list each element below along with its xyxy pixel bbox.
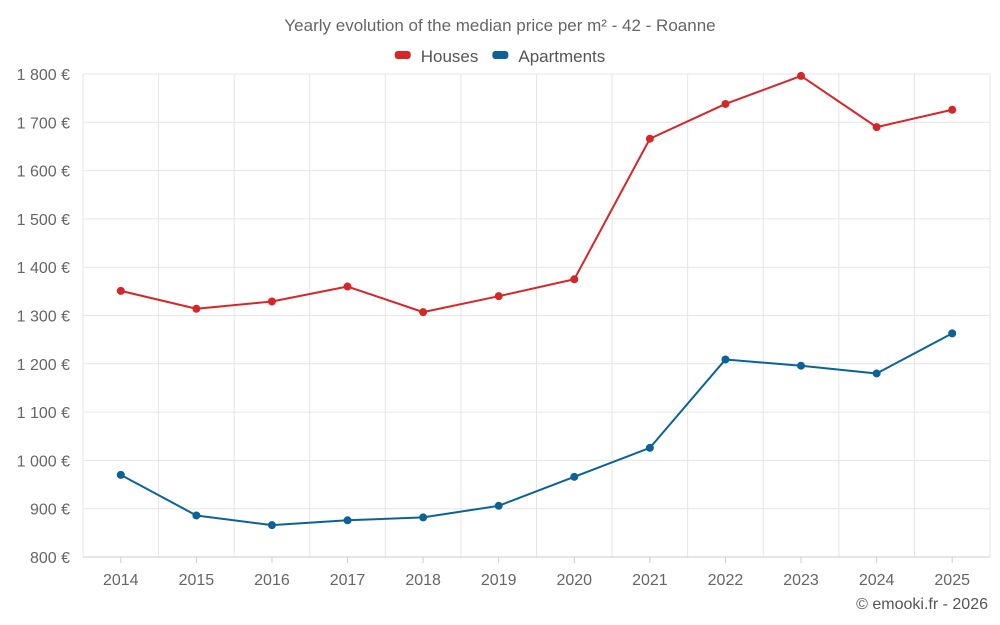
series-layer [116,71,957,530]
x-tick-label: 2019 [481,572,517,589]
houses-point[interactable] [343,282,352,291]
apartments-point[interactable] [267,521,276,530]
chart-title: Yearly evolution of the median price per… [284,16,715,35]
legend-swatch [492,51,509,59]
houses-point[interactable] [116,286,125,295]
houses-point[interactable] [419,308,428,317]
legend-item-apartments[interactable]: Apartments [492,47,605,66]
apartments-point[interactable] [419,513,428,522]
apartments-point[interactable] [192,511,201,520]
apartments-point[interactable] [494,501,503,510]
x-tick-label: 2025 [934,572,970,589]
y-tick-label: 1 800 € [17,67,70,84]
apartments-point[interactable] [948,329,957,338]
houses-point[interactable] [494,292,503,301]
x-tick-label: 2015 [179,572,215,589]
x-tick-label: 2017 [330,572,366,589]
houses-point[interactable] [570,275,579,284]
legend-label: Apartments [518,47,605,66]
y-tick-label: 1 100 € [17,405,70,422]
y-tick-label: 900 € [30,502,70,519]
apartments-point[interactable] [645,443,654,452]
houses-point[interactable] [192,304,201,313]
houses-series-line [120,74,953,314]
x-tick-label: 2018 [405,572,441,589]
credit-text: © emooki.fr - 2026 [856,596,988,613]
x-tick-label: 2024 [859,572,895,589]
apartments-point[interactable] [116,470,125,479]
legend-item-houses[interactable]: Houses [394,47,479,66]
legend-swatch [394,51,411,59]
apartments-point[interactable] [797,361,806,370]
y-tick-label: 1 000 € [17,453,70,470]
houses-point[interactable] [797,71,806,80]
axes: 800 € 900 € 1 000 € 1 100 € 1 200 € 1 300 € 1 … [17,67,990,589]
x-tick-label: 2014 [103,572,139,589]
houses-point[interactable] [645,134,654,143]
apartments-point[interactable] [570,472,579,481]
y-tick-label: 1 400 € [17,260,70,277]
y-tick-label: 1 700 € [17,115,70,132]
y-tick-label: 1 300 € [17,309,70,326]
houses-point[interactable] [721,99,730,108]
grid [82,73,991,558]
x-tick-label: 2020 [556,572,592,589]
y-tick-label: 1 200 € [17,357,70,374]
x-tick-label: 2016 [254,572,290,589]
x-tick-label: 2023 [783,572,819,589]
y-tick-label: 800 € [30,550,70,567]
y-tick-label: 1 500 € [17,212,70,229]
y-tick-label: 1 600 € [17,164,70,181]
legend-label: Houses [421,47,479,66]
x-tick-label: 2021 [632,572,668,589]
apartments-point[interactable] [721,355,730,364]
houses-point[interactable] [948,105,957,114]
x-tick-label: 2022 [708,572,744,589]
houses-point[interactable] [872,123,881,132]
houses-point[interactable] [267,297,276,306]
apartments-point[interactable] [872,369,881,378]
legend: Houses Apartments [394,47,605,66]
apartments-series-line [120,332,953,527]
apartments-point[interactable] [343,516,352,525]
